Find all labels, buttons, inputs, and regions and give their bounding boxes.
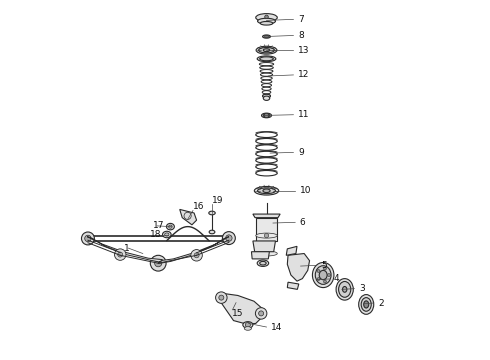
- Ellipse shape: [254, 186, 279, 195]
- Ellipse shape: [257, 56, 276, 62]
- Ellipse shape: [209, 211, 215, 215]
- Text: 17: 17: [152, 221, 164, 230]
- Ellipse shape: [263, 114, 270, 117]
- Ellipse shape: [263, 35, 270, 38]
- Circle shape: [216, 292, 227, 303]
- Text: 12: 12: [298, 71, 310, 80]
- Ellipse shape: [258, 188, 275, 194]
- Circle shape: [222, 231, 235, 244]
- Text: 18: 18: [150, 230, 162, 239]
- Circle shape: [191, 249, 202, 261]
- Circle shape: [265, 113, 269, 118]
- Circle shape: [317, 270, 320, 273]
- Ellipse shape: [163, 231, 171, 238]
- Text: 6: 6: [300, 218, 306, 227]
- Ellipse shape: [313, 262, 334, 288]
- Text: 4: 4: [334, 274, 340, 283]
- Ellipse shape: [209, 230, 215, 234]
- Text: 5: 5: [321, 261, 327, 270]
- Ellipse shape: [343, 287, 347, 292]
- Ellipse shape: [361, 298, 371, 311]
- Ellipse shape: [256, 251, 277, 256]
- Ellipse shape: [262, 113, 271, 118]
- Text: 9: 9: [298, 148, 304, 157]
- Circle shape: [118, 252, 122, 257]
- Ellipse shape: [243, 321, 253, 328]
- Circle shape: [327, 274, 330, 276]
- Text: 7: 7: [298, 15, 304, 24]
- Circle shape: [255, 308, 267, 319]
- Circle shape: [323, 267, 326, 270]
- Ellipse shape: [364, 301, 368, 308]
- Ellipse shape: [256, 233, 277, 238]
- Circle shape: [245, 322, 250, 327]
- Circle shape: [265, 233, 269, 238]
- Text: 10: 10: [300, 186, 311, 195]
- Text: 15: 15: [232, 309, 244, 318]
- Circle shape: [265, 15, 269, 19]
- Text: 14: 14: [271, 323, 283, 332]
- Ellipse shape: [256, 46, 277, 54]
- Ellipse shape: [339, 282, 351, 297]
- Ellipse shape: [169, 225, 172, 228]
- Ellipse shape: [256, 14, 277, 22]
- Ellipse shape: [260, 261, 266, 265]
- Circle shape: [225, 235, 232, 241]
- Ellipse shape: [259, 48, 274, 53]
- Polygon shape: [251, 252, 270, 259]
- Text: 13: 13: [298, 46, 310, 55]
- Text: 1: 1: [124, 244, 129, 253]
- Ellipse shape: [258, 18, 275, 24]
- Ellipse shape: [263, 96, 270, 100]
- Text: 3: 3: [359, 284, 365, 293]
- Ellipse shape: [257, 260, 269, 266]
- Circle shape: [150, 255, 166, 271]
- Polygon shape: [287, 253, 310, 281]
- Circle shape: [194, 253, 199, 258]
- Polygon shape: [286, 246, 297, 255]
- Circle shape: [115, 249, 126, 260]
- Text: 2: 2: [378, 298, 384, 307]
- Ellipse shape: [319, 270, 327, 280]
- Ellipse shape: [260, 57, 273, 61]
- Text: 19: 19: [212, 196, 223, 205]
- Ellipse shape: [165, 233, 169, 236]
- Circle shape: [265, 251, 269, 256]
- Ellipse shape: [263, 189, 270, 193]
- Polygon shape: [220, 293, 263, 324]
- Text: 16: 16: [193, 202, 204, 211]
- Circle shape: [184, 212, 191, 220]
- Polygon shape: [158, 237, 229, 263]
- Ellipse shape: [263, 94, 270, 98]
- Circle shape: [155, 260, 162, 267]
- Ellipse shape: [359, 294, 374, 314]
- Circle shape: [259, 311, 264, 316]
- Ellipse shape: [167, 224, 174, 230]
- Circle shape: [317, 278, 320, 280]
- Polygon shape: [256, 218, 277, 241]
- Text: 11: 11: [298, 110, 310, 119]
- Ellipse shape: [245, 327, 251, 330]
- Polygon shape: [180, 210, 196, 225]
- Polygon shape: [253, 214, 280, 218]
- Text: 8: 8: [298, 31, 304, 40]
- Ellipse shape: [260, 22, 273, 25]
- Polygon shape: [253, 241, 275, 252]
- Circle shape: [85, 235, 91, 242]
- Ellipse shape: [315, 266, 331, 284]
- Polygon shape: [287, 282, 299, 289]
- Circle shape: [81, 232, 95, 245]
- Circle shape: [323, 280, 326, 283]
- Circle shape: [219, 295, 224, 300]
- Polygon shape: [87, 237, 163, 263]
- Ellipse shape: [336, 279, 353, 300]
- Ellipse shape: [263, 49, 270, 51]
